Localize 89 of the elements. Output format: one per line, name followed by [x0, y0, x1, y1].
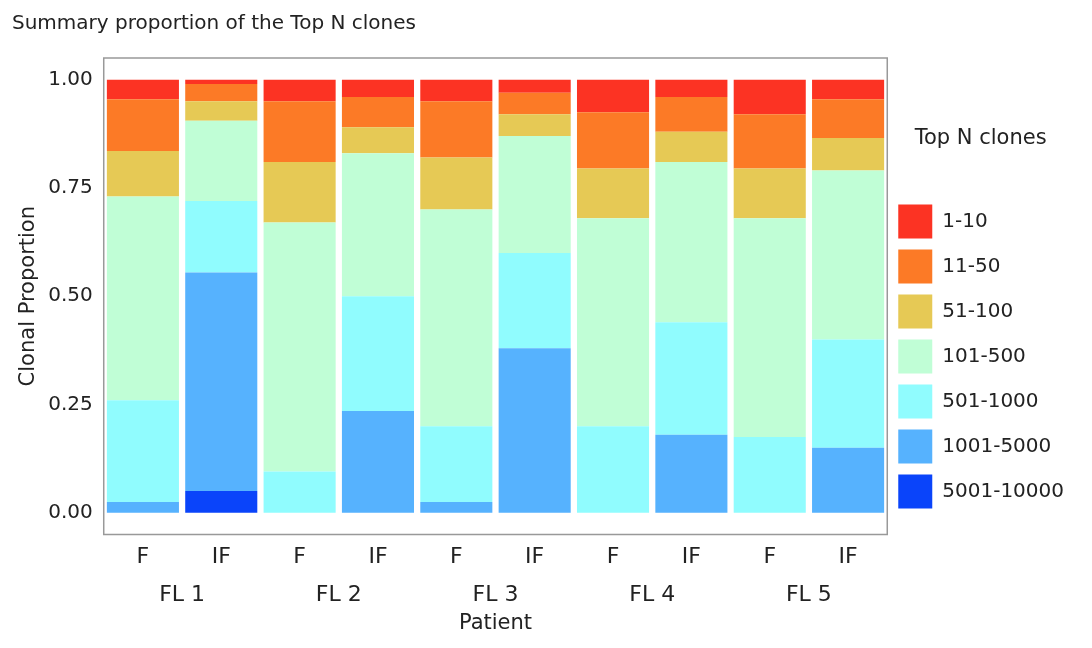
x-tick-label: F: [293, 543, 306, 569]
bar: [498, 92, 571, 115]
x-tick-label: IF: [838, 543, 858, 569]
text: FL 4: [629, 581, 676, 607]
bar: [341, 153, 415, 297]
bar: [263, 471, 336, 513]
bar: [812, 339, 885, 448]
legend-label: 51-100: [942, 297, 1014, 322]
bar: [812, 99, 885, 139]
bar: [576, 426, 650, 513]
bar: [812, 170, 885, 340]
y-tick-label: 0.50: [48, 282, 93, 307]
bar: [655, 96, 728, 132]
bar: [576, 79, 650, 113]
bar: [420, 79, 493, 102]
bar: [263, 79, 336, 102]
x-tick-label: F: [136, 543, 150, 569]
chart-title: Summary proportion of the Top N clones: [12, 10, 416, 35]
bar: [498, 79, 571, 93]
bar: [655, 434, 728, 513]
y-tick-label: 0.75: [48, 174, 93, 199]
bar: [185, 83, 258, 102]
bar: [185, 200, 258, 273]
bar: [498, 348, 571, 513]
bar: [106, 400, 179, 502]
bar: [733, 79, 806, 115]
bar: [106, 151, 179, 197]
y-axis-title: Clonal Proportion: [15, 206, 40, 387]
bar: [106, 99, 179, 152]
bar: [576, 168, 650, 219]
bar: [185, 120, 258, 201]
bar: [733, 114, 806, 169]
x-tick-label: F: [449, 543, 463, 569]
legend-label: 501-1000: [942, 387, 1039, 412]
text: FL 2: [315, 581, 362, 607]
bar: [420, 209, 493, 427]
legend-label: 1001-5000: [942, 432, 1052, 457]
y-tick-label: 1.00: [48, 65, 93, 90]
bar: [341, 96, 415, 128]
bar: [106, 501, 179, 513]
bar: [576, 218, 650, 427]
bar: [185, 272, 258, 492]
bar: [263, 101, 336, 162]
x-tick-label: IF: [211, 543, 231, 569]
y-tick-label: 0.00: [48, 498, 93, 523]
bar: [263, 222, 336, 472]
y-tick-label: 0.25: [48, 390, 93, 415]
legend-label: 11-50: [942, 252, 1001, 277]
bar: [185, 79, 258, 84]
text: FL 3: [472, 581, 519, 607]
bar: [341, 127, 415, 154]
bar: [576, 112, 650, 169]
bar: [812, 447, 885, 513]
x-tick-label: IF: [368, 543, 388, 569]
bar: [655, 161, 728, 323]
bar: [106, 79, 179, 100]
bar: [341, 296, 415, 411]
bar: [812, 79, 885, 100]
bar: [655, 79, 728, 97]
bar: [420, 501, 493, 513]
text: FL 5: [785, 581, 832, 607]
bar: [420, 101, 493, 158]
legend-label: 1-10: [942, 207, 988, 232]
bar: [655, 322, 728, 435]
bar: [420, 426, 493, 502]
legend-label: 101-500: [942, 342, 1026, 367]
bar: [263, 161, 336, 223]
bar: [733, 218, 806, 437]
x-tick-label: F: [606, 543, 620, 569]
legend-title: Top N clones: [913, 125, 1047, 150]
bar: [733, 436, 806, 513]
bar: [341, 410, 415, 513]
text: FL 1: [159, 581, 206, 607]
bar: [812, 138, 885, 171]
x-axis-title: Patient: [458, 609, 533, 634]
bar: [498, 135, 571, 253]
bar: [498, 114, 571, 136]
legend-label: 5001-10000: [942, 477, 1065, 502]
bar: [733, 168, 806, 219]
x-tick-label: IF: [681, 543, 701, 569]
bar: [341, 79, 415, 97]
bar: [106, 196, 179, 401]
bar: [185, 491, 258, 513]
x-tick-label: IF: [525, 543, 545, 569]
bar: [655, 131, 728, 162]
bar: [185, 101, 258, 121]
x-tick-label: F: [763, 543, 777, 569]
bar: [420, 157, 493, 210]
bar: [498, 252, 571, 349]
